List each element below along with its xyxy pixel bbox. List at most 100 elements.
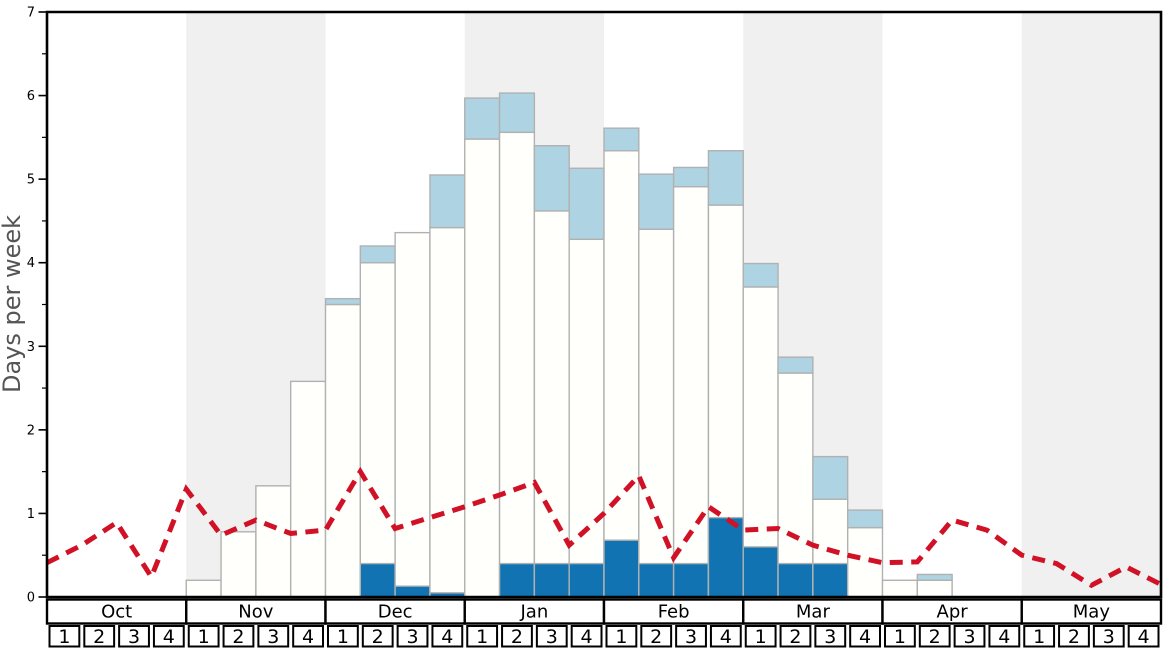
bar-white-segment bbox=[324, 303, 362, 598]
week-cell bbox=[361, 625, 394, 648]
week-number-label: 1 bbox=[476, 626, 488, 648]
bar-light-blue-cap bbox=[568, 167, 605, 241]
month-cell bbox=[185, 598, 327, 625]
week-cell bbox=[988, 625, 1021, 648]
week-number-label: 2 bbox=[929, 626, 941, 648]
month-cell bbox=[45, 598, 188, 625]
week-number-label: 3 bbox=[963, 626, 975, 648]
bar-dark-blue-segment bbox=[812, 562, 849, 598]
y-tick-label: 0 bbox=[27, 591, 35, 606]
week-number-label: 4 bbox=[163, 626, 175, 648]
week-number-label: 3 bbox=[406, 626, 418, 648]
bar-white-segment bbox=[498, 131, 536, 598]
bar-white-segment bbox=[220, 531, 257, 598]
red-dashed-forecast-line bbox=[45, 466, 1163, 589]
y-tick-label: 7 bbox=[27, 6, 35, 21]
week-cell bbox=[292, 625, 324, 648]
week-cell bbox=[466, 625, 499, 648]
week-cell bbox=[222, 625, 255, 648]
y-tick-label: 5 bbox=[27, 173, 35, 188]
bar-light-blue-cap bbox=[742, 262, 779, 288]
y-tick-label: 1 bbox=[27, 507, 35, 522]
week-number-label: 3 bbox=[1103, 626, 1115, 648]
bar-white-segment bbox=[429, 226, 466, 598]
week-number-label: 2 bbox=[789, 626, 801, 648]
bar-light-blue-cap bbox=[638, 173, 675, 230]
week-number-label: 2 bbox=[511, 626, 523, 648]
week-cell bbox=[1023, 625, 1056, 648]
bar-light-blue-cap bbox=[916, 573, 953, 581]
plot-frame bbox=[45, 10, 1163, 599]
bar-light-blue-cap bbox=[533, 145, 570, 212]
week-number-label: 3 bbox=[685, 626, 697, 648]
bar-dark-blue-segment bbox=[533, 562, 570, 598]
week-number-label: 4 bbox=[1138, 626, 1150, 648]
week-number-label: 2 bbox=[372, 626, 384, 648]
week-number-label: 4 bbox=[998, 626, 1010, 648]
week-cell bbox=[953, 625, 986, 648]
bar-dark-blue-segment bbox=[777, 562, 814, 598]
bar-light-blue-cap bbox=[464, 97, 501, 140]
week-cell bbox=[187, 625, 220, 648]
week-number-label: 3 bbox=[824, 626, 836, 648]
bar-light-blue-cap bbox=[777, 356, 814, 374]
week-cell bbox=[431, 625, 464, 648]
week-number-label: 3 bbox=[546, 626, 558, 648]
week-number-label: 4 bbox=[441, 626, 453, 648]
month-cell bbox=[881, 598, 1023, 625]
week-number-label: 2 bbox=[232, 626, 244, 648]
bar-light-blue-cap bbox=[429, 174, 466, 229]
red-dashed-line bbox=[45, 466, 1163, 589]
week-number-label: 1 bbox=[198, 626, 210, 648]
y-tick-label: 4 bbox=[27, 256, 35, 271]
shaded-band-may bbox=[1021, 12, 1161, 597]
week-number-label: 1 bbox=[58, 626, 70, 648]
week-number-label: 3 bbox=[267, 626, 279, 648]
y-tick-label: 2 bbox=[27, 423, 35, 438]
bar-white-segment bbox=[603, 150, 640, 598]
week-cell bbox=[849, 625, 881, 648]
week-cell bbox=[709, 625, 742, 648]
month-label: Nov bbox=[238, 602, 273, 623]
week-cell bbox=[605, 625, 638, 648]
week-number-label: 2 bbox=[1068, 626, 1080, 648]
bar-white-segment bbox=[881, 579, 919, 598]
bar-white-segment bbox=[359, 262, 396, 598]
bar-white-segment bbox=[464, 138, 501, 598]
bar-white-segment bbox=[916, 579, 953, 598]
week-number-label: 2 bbox=[93, 626, 105, 648]
week-cell bbox=[570, 625, 603, 648]
bar-light-blue-cap bbox=[359, 245, 396, 264]
week-number-label: 2 bbox=[650, 626, 662, 648]
month-label: Jan bbox=[520, 602, 549, 623]
bar-white-segment bbox=[289, 380, 327, 598]
month-cell bbox=[742, 598, 884, 625]
week-cell bbox=[1058, 625, 1090, 648]
weekly-stacked-bars bbox=[185, 92, 953, 598]
month-label: Dec bbox=[378, 602, 413, 623]
week-cell bbox=[327, 625, 359, 648]
bar-white-segment bbox=[394, 231, 431, 598]
y-axis-title: Days per week bbox=[0, 215, 26, 393]
bar-dark-blue-segment bbox=[672, 562, 710, 598]
bar-dark-blue-segment bbox=[498, 562, 536, 598]
bar-white-segment bbox=[638, 228, 675, 598]
bar-dark-blue-segment bbox=[707, 516, 744, 598]
bar-light-blue-cap bbox=[846, 509, 884, 529]
week-number-label: 1 bbox=[1033, 626, 1045, 648]
week-cell bbox=[744, 625, 777, 648]
week-cell bbox=[675, 625, 707, 648]
bar-white-segment bbox=[185, 579, 222, 598]
week-cell bbox=[1092, 625, 1125, 648]
week-cell bbox=[257, 625, 290, 648]
week-cell bbox=[535, 625, 568, 648]
bar-light-blue-cap bbox=[498, 92, 536, 134]
bar-light-blue-cap bbox=[603, 127, 640, 152]
week-cell bbox=[48, 625, 81, 648]
week-number-label: 1 bbox=[615, 626, 627, 648]
bar-dark-blue-segment bbox=[638, 562, 675, 598]
bar-dark-blue-segment bbox=[394, 585, 431, 598]
bar-dark-blue-segment bbox=[568, 562, 605, 598]
